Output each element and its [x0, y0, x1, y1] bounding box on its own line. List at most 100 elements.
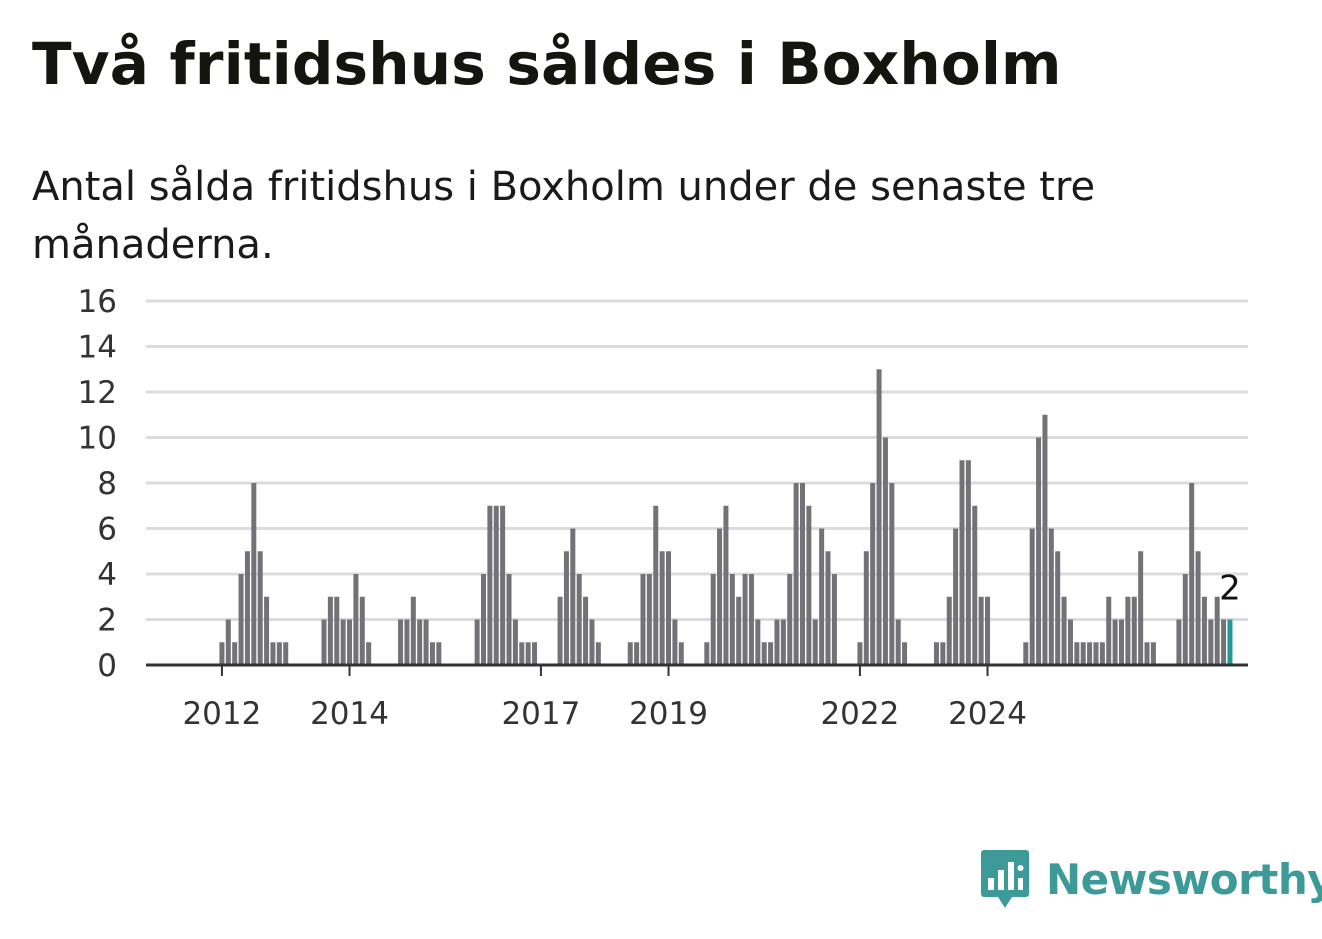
- bar: [933, 642, 939, 665]
- bar: [646, 574, 652, 665]
- bar: [583, 596, 589, 665]
- bar: [1029, 528, 1035, 665]
- bar: [493, 505, 499, 665]
- bar: [627, 642, 633, 665]
- bar: [889, 483, 895, 665]
- x-tick-label: 2019: [629, 696, 708, 732]
- bar: [525, 642, 531, 665]
- bar: [1067, 619, 1073, 665]
- bar: [1023, 642, 1029, 665]
- bar: [812, 619, 818, 665]
- bar: [500, 505, 506, 665]
- bar: [946, 596, 952, 665]
- bar: [506, 574, 512, 665]
- bar: [736, 596, 742, 665]
- y-tick-label: 2: [97, 603, 117, 639]
- bar: [1150, 642, 1156, 665]
- bar: [717, 528, 723, 665]
- bar: [672, 619, 678, 665]
- bar: [264, 596, 270, 665]
- bar: [519, 642, 525, 665]
- bar: [1176, 619, 1182, 665]
- bar: [959, 460, 965, 665]
- bar: [589, 619, 595, 665]
- bar: [481, 574, 486, 665]
- bar: [1055, 551, 1061, 665]
- bar: [276, 642, 282, 665]
- bar-latest: [1227, 619, 1233, 665]
- bar: [1221, 619, 1227, 665]
- bars: [219, 369, 1233, 665]
- bar: [404, 619, 410, 665]
- bar: [1195, 551, 1201, 665]
- bar: [1080, 642, 1086, 665]
- bar: [347, 619, 353, 665]
- bar: [723, 505, 729, 665]
- bar: [787, 574, 793, 665]
- bar: [1182, 574, 1188, 665]
- bar: [1112, 619, 1118, 665]
- bar: [1144, 642, 1150, 665]
- y-tick-label: 16: [78, 284, 117, 320]
- x-tick-label: 2024: [948, 696, 1027, 732]
- x-axis-ticks: 2012 2014 2017 2019 2022 2024: [182, 665, 1027, 732]
- bar: [570, 528, 576, 665]
- chart-subtitle: Antal sålda fritidshus i Boxholm under d…: [32, 164, 1096, 268]
- bar: [985, 596, 991, 665]
- bar: [1125, 596, 1131, 665]
- bar: [417, 619, 423, 665]
- bar: [436, 642, 442, 665]
- bar-chart: 0 2 4 6 8 10 12 14 16 2012 2014 2017 2019 2022 2024 2: [78, 284, 1248, 732]
- bar: [940, 642, 946, 665]
- bar: [321, 619, 327, 665]
- bar: [768, 642, 774, 665]
- bar: [340, 619, 346, 665]
- bar: [1074, 642, 1080, 665]
- bar: [366, 642, 372, 665]
- bar: [512, 619, 518, 665]
- bar: [353, 574, 359, 665]
- bar: [748, 574, 754, 665]
- bar: [1189, 483, 1195, 665]
- bar: [238, 574, 244, 665]
- bar: [244, 551, 250, 665]
- bar: [640, 574, 646, 665]
- y-tick-label: 0: [97, 648, 117, 684]
- grid-lines: [146, 299, 1248, 621]
- bar: [423, 619, 429, 665]
- bar: [1061, 596, 1067, 665]
- bar: [1087, 642, 1093, 665]
- bar: [1214, 596, 1220, 665]
- bar: [965, 460, 971, 665]
- bar: [729, 574, 735, 665]
- bar: [232, 642, 238, 665]
- bar: [857, 642, 863, 665]
- x-tick-label: 2022: [820, 696, 899, 732]
- bar: [1201, 596, 1207, 665]
- bar: [398, 619, 404, 665]
- bar: [283, 642, 289, 665]
- bar: [972, 505, 978, 665]
- bar: [653, 505, 659, 665]
- bar: [1042, 414, 1048, 665]
- y-tick-label: 12: [78, 375, 117, 411]
- y-tick-label: 6: [97, 512, 117, 548]
- bar: [870, 483, 876, 665]
- bar: [634, 642, 640, 665]
- y-tick-label: 4: [97, 557, 117, 593]
- bar: [780, 619, 786, 665]
- bar: [678, 642, 684, 665]
- bar: [257, 551, 263, 665]
- bar: [953, 528, 959, 665]
- bar: [1093, 642, 1099, 665]
- bar: [563, 551, 569, 665]
- bar: [1208, 619, 1214, 665]
- bar: [1048, 528, 1054, 665]
- bar: [1119, 619, 1124, 665]
- y-axis-ticks: 0 2 4 6 8 10 12 14 16: [78, 284, 117, 684]
- chart-title: Två fritidshus såldes i Boxholm: [32, 30, 1062, 98]
- bar: [819, 528, 825, 665]
- bar: [755, 619, 761, 665]
- bar: [831, 574, 837, 665]
- bar: [774, 619, 780, 665]
